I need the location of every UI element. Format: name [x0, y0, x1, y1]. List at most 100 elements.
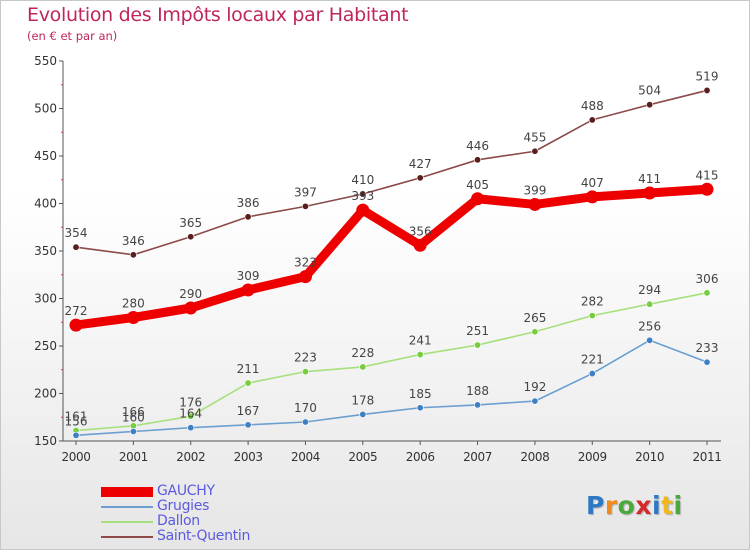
data-point	[588, 116, 596, 124]
y-tick-label: 300	[34, 292, 57, 306]
data-point	[474, 401, 482, 409]
data-label: 354	[65, 226, 88, 240]
x-tick-label: 2010	[635, 450, 664, 464]
data-point	[301, 418, 309, 426]
x-tick-label: 2009	[578, 450, 607, 464]
data-label: 211	[237, 362, 260, 376]
data-label: 415	[696, 168, 719, 182]
data-label: 166	[122, 405, 145, 419]
data-point	[126, 311, 140, 324]
data-point	[187, 412, 195, 420]
data-point	[72, 243, 80, 251]
y-tick-label: 400	[34, 197, 57, 211]
data-label: 188	[466, 384, 489, 398]
data-label: 365	[179, 216, 202, 230]
data-point	[703, 358, 711, 366]
data-label: 323	[294, 256, 317, 270]
data-label: 156	[65, 414, 88, 428]
x-tick-label: 2008	[520, 450, 549, 464]
data-label: 280	[122, 297, 145, 311]
data-point	[474, 156, 482, 164]
data-point	[359, 410, 367, 418]
y-tick-label: 550	[34, 54, 57, 68]
data-label: 446	[466, 139, 489, 153]
data-label: 170	[294, 401, 317, 415]
data-point	[646, 300, 654, 308]
data-label: 519	[696, 69, 719, 83]
data-label: 228	[351, 346, 374, 360]
data-point	[359, 363, 367, 371]
brand-letter: i	[652, 491, 662, 520]
data-label: 399	[523, 183, 546, 197]
x-tick-label: 2001	[119, 450, 148, 464]
data-point	[528, 197, 542, 211]
data-point	[301, 202, 309, 210]
data-point	[72, 431, 80, 439]
y-tick-label: 450	[34, 149, 57, 163]
data-point	[69, 318, 83, 332]
data-label: 488	[581, 99, 604, 113]
data-point	[244, 213, 252, 221]
data-label: 455	[523, 130, 546, 144]
series-line-dallon	[75, 291, 708, 432]
data-point	[531, 397, 539, 405]
series-line-saint-quentin	[75, 89, 708, 256]
data-label: 410	[351, 173, 374, 187]
data-label: 386	[237, 196, 260, 210]
series-line-gauchy	[71, 184, 712, 330]
legend-label-dallon: Dallon	[157, 513, 200, 529]
data-label: 251	[466, 324, 489, 338]
data-label: 223	[294, 351, 317, 365]
x-tick-label: 2004	[291, 450, 320, 464]
legend-item-gauchy: GAUCHY	[101, 483, 321, 500]
data-label: 427	[409, 157, 432, 171]
legend-label-gauchy: GAUCHY	[157, 483, 215, 499]
data-point	[416, 174, 424, 182]
data-point	[416, 404, 424, 412]
data-label: 256	[638, 319, 661, 333]
data-point	[184, 301, 198, 315]
data-point	[244, 379, 252, 387]
legend: GAUCHY Grugies Dallon Saint-Quentin	[101, 483, 321, 545]
y-tick-label: 350	[34, 244, 57, 258]
data-point	[187, 424, 195, 432]
data-label: 192	[523, 380, 546, 394]
data-label: 405	[466, 178, 489, 192]
y-tick-label: 500	[34, 102, 57, 116]
data-label: 272	[65, 304, 88, 318]
data-label: 504	[638, 84, 661, 98]
legend-item-grugies: Grugies	[101, 498, 321, 515]
x-tick-label: 2000	[62, 450, 91, 464]
x-tick-label: 2002	[176, 450, 205, 464]
data-label: 282	[581, 295, 604, 309]
legend-label-saint-quentin: Saint-Quentin	[157, 528, 251, 544]
legend-swatch-saint-quentin	[101, 536, 153, 538]
chart-subtitle: (en € et par an)	[27, 29, 118, 43]
brand-letter: x	[635, 491, 652, 520]
data-label: 309	[237, 269, 260, 283]
data-label: 221	[581, 353, 604, 367]
data-label: 407	[581, 176, 604, 190]
data-point	[531, 328, 539, 336]
data-point	[703, 86, 711, 94]
data-point	[588, 312, 596, 320]
legend-swatch-grugies	[101, 506, 153, 508]
data-point	[471, 192, 485, 206]
legend-item-saint-quentin: Saint-Quentin	[101, 528, 321, 545]
data-point	[413, 238, 427, 252]
data-label: 356	[409, 224, 432, 238]
data-point	[646, 336, 654, 344]
y-tick-label: 150	[34, 434, 57, 448]
x-tick-label: 2003	[234, 450, 263, 464]
data-label: 176	[179, 395, 202, 409]
data-label: 393	[351, 189, 374, 203]
data-label: 294	[638, 283, 661, 297]
data-point	[643, 186, 657, 200]
data-point	[646, 101, 654, 109]
chart-title: Evolution des Impôts locaux par Habitant	[27, 4, 409, 26]
data-label: 397	[294, 185, 317, 199]
data-point	[700, 182, 714, 196]
data-point	[298, 270, 312, 284]
